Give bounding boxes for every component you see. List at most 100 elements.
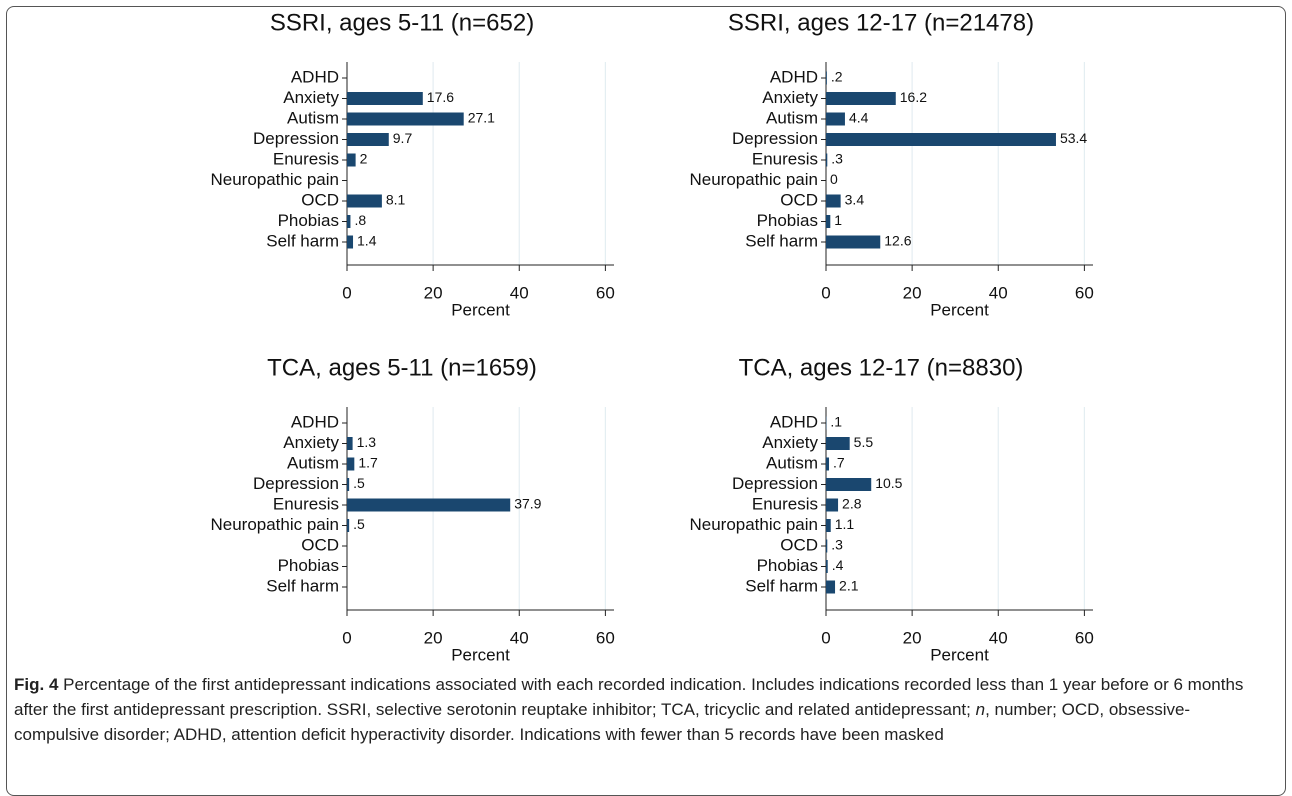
data-label: 5.5 xyxy=(854,434,874,450)
data-label: 4.4 xyxy=(849,110,869,126)
bar xyxy=(826,499,838,512)
bar xyxy=(826,72,827,85)
bar xyxy=(826,519,831,532)
bar xyxy=(826,154,827,167)
x-tick-label: 60 xyxy=(1075,628,1094,647)
y-tick-label: Self harm xyxy=(745,576,818,595)
y-tick-label: Autism xyxy=(766,108,818,127)
y-tick-label: Depression xyxy=(732,129,818,148)
y-tick-label: Phobias xyxy=(757,556,818,575)
data-label: .8 xyxy=(354,212,366,228)
bar xyxy=(347,437,353,450)
chart-title: TCA, ages 5-11 (n=1659) xyxy=(267,354,537,381)
x-tick-label: 0 xyxy=(821,628,830,647)
y-tick-label: Enuresis xyxy=(752,494,818,513)
y-tick-label: ADHD xyxy=(770,67,818,86)
data-label: .2 xyxy=(831,69,843,85)
data-label: .7 xyxy=(833,455,845,471)
chart-title: SSRI, ages 5-11 (n=652) xyxy=(270,9,534,36)
data-label: 3.4 xyxy=(845,192,865,208)
y-tick-label: OCD xyxy=(780,535,818,554)
x-tick-label: 20 xyxy=(903,283,922,302)
bar xyxy=(347,195,382,208)
data-label: 8.1 xyxy=(386,192,406,208)
y-tick-label: Enuresis xyxy=(273,149,339,168)
y-tick-label: Enuresis xyxy=(273,494,339,513)
y-tick-label: Anxiety xyxy=(762,88,818,107)
data-label: 10.5 xyxy=(875,475,902,491)
y-tick-label: Self harm xyxy=(745,231,818,250)
x-tick-label: 40 xyxy=(510,283,529,302)
bar xyxy=(826,437,850,450)
y-tick-label: Self harm xyxy=(266,231,339,250)
y-tick-label: Autism xyxy=(766,453,818,472)
bar xyxy=(347,499,510,512)
x-axis-label: Percent xyxy=(451,645,510,664)
caption-label: Fig. 4 xyxy=(14,675,58,694)
x-axis-label: Percent xyxy=(930,300,989,319)
y-tick-label: Phobias xyxy=(278,211,339,230)
bar xyxy=(826,195,841,208)
data-label: 16.2 xyxy=(900,89,927,105)
x-tick-label: 40 xyxy=(989,628,1008,647)
x-tick-label: 60 xyxy=(596,628,615,647)
data-label: 17.6 xyxy=(427,89,454,105)
y-tick-label: Neuropathic pain xyxy=(210,170,339,189)
data-label: 2 xyxy=(360,151,368,167)
data-label: 1 xyxy=(834,212,842,228)
data-label: 12.6 xyxy=(884,233,911,249)
y-tick-label: Depression xyxy=(732,474,818,493)
bar xyxy=(347,154,356,167)
data-label: 1.1 xyxy=(835,516,855,532)
y-tick-label: Anxiety xyxy=(762,433,818,452)
data-label: .3 xyxy=(831,537,843,553)
data-label: 1.3 xyxy=(357,434,377,450)
bar xyxy=(347,215,350,228)
bar xyxy=(347,478,349,491)
x-tick-label: 20 xyxy=(424,283,443,302)
data-label: .4 xyxy=(832,557,844,573)
x-axis-label: Percent xyxy=(451,300,510,319)
y-tick-label: Anxiety xyxy=(283,88,339,107)
x-tick-label: 60 xyxy=(596,283,615,302)
bar xyxy=(826,133,1056,146)
caption-text: n xyxy=(976,700,985,719)
y-tick-label: ADHD xyxy=(770,412,818,431)
x-tick-label: 20 xyxy=(903,628,922,647)
data-label: .3 xyxy=(831,151,843,167)
x-tick-label: 0 xyxy=(342,628,351,647)
bar xyxy=(826,92,896,105)
bar xyxy=(347,458,354,471)
x-tick-label: 60 xyxy=(1075,283,1094,302)
bar xyxy=(347,133,389,146)
y-tick-label: Anxiety xyxy=(283,433,339,452)
y-tick-label: OCD xyxy=(780,190,818,209)
bar xyxy=(826,215,830,228)
y-tick-label: OCD xyxy=(301,190,339,209)
y-tick-label: OCD xyxy=(301,535,339,554)
bar xyxy=(347,92,423,105)
bar xyxy=(826,236,880,249)
bar xyxy=(347,236,353,249)
x-tick-label: 0 xyxy=(821,283,830,302)
y-tick-label: Neuropathic pain xyxy=(210,515,339,534)
data-label: .5 xyxy=(353,516,365,532)
y-tick-label: Self harm xyxy=(266,576,339,595)
bar xyxy=(347,113,464,126)
bar xyxy=(826,560,828,573)
x-tick-label: 40 xyxy=(510,628,529,647)
data-label: 9.7 xyxy=(393,130,413,146)
y-tick-label: Enuresis xyxy=(752,149,818,168)
bar xyxy=(826,458,829,471)
data-label: 2.1 xyxy=(839,578,859,594)
bar xyxy=(347,519,349,532)
data-label: 1.4 xyxy=(357,233,377,249)
y-tick-label: Neuropathic pain xyxy=(689,515,818,534)
bar xyxy=(826,581,835,594)
caption: Fig. 4 Percentage of the first antidepre… xyxy=(14,672,1274,747)
y-tick-label: ADHD xyxy=(291,412,339,431)
data-label: 2.8 xyxy=(842,496,862,512)
bar xyxy=(826,478,871,491)
